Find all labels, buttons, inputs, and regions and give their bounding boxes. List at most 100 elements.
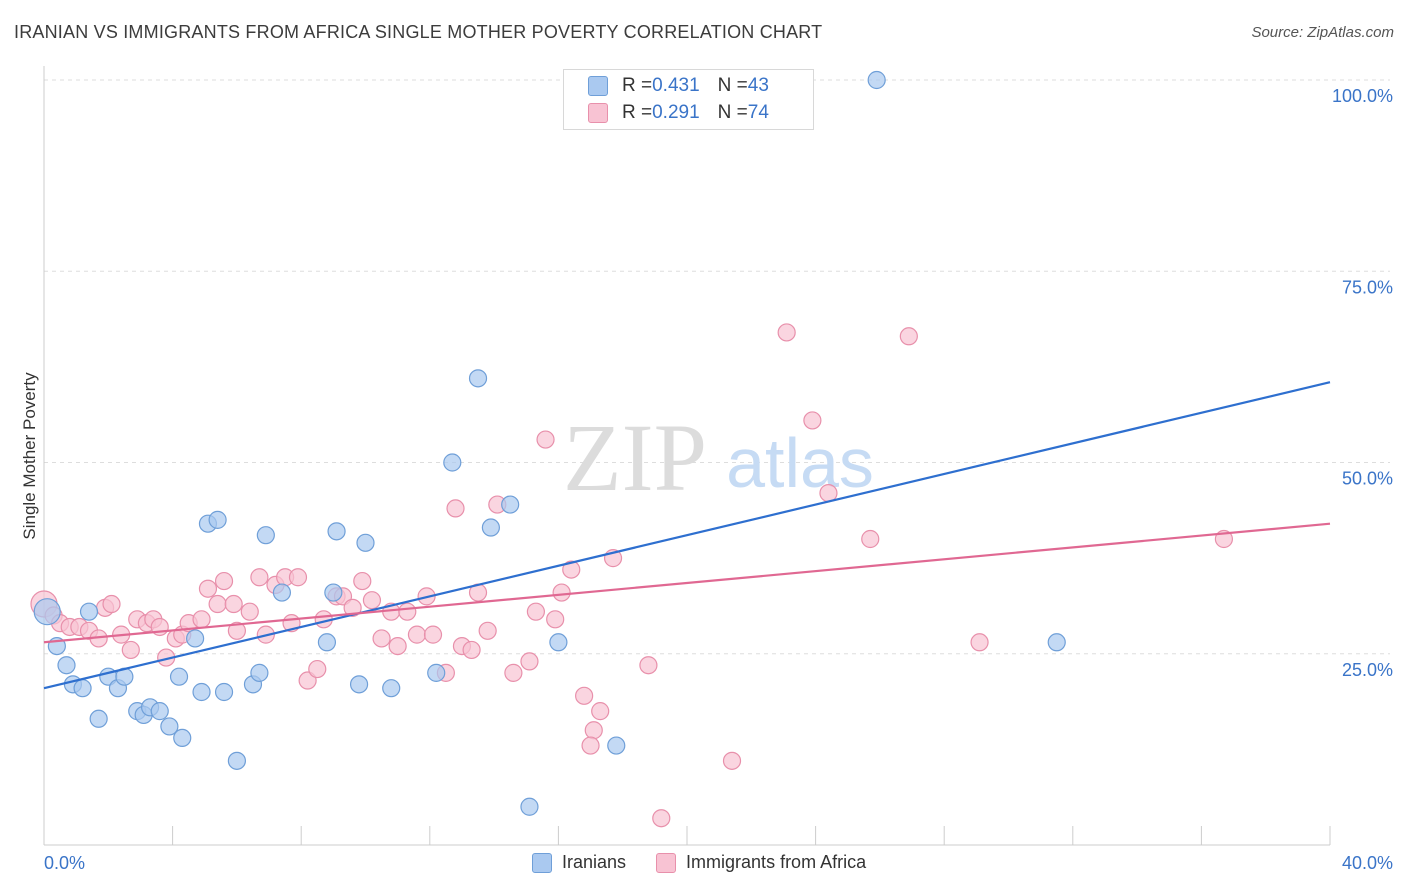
data-point bbox=[591, 702, 610, 721]
watermark: ZIP atlas bbox=[563, 404, 874, 511]
data-point bbox=[481, 518, 500, 537]
gridlines bbox=[44, 79, 1390, 655]
data-point bbox=[777, 323, 796, 342]
stats-row-iranians: R = 0.431 N = 43 bbox=[588, 75, 769, 97]
data-point bbox=[192, 610, 211, 629]
data-point bbox=[639, 656, 658, 675]
data-point bbox=[504, 663, 523, 682]
data-point bbox=[169, 667, 189, 686]
data-point bbox=[353, 571, 372, 591]
data-point bbox=[121, 640, 140, 660]
data-point bbox=[867, 70, 886, 90]
series-immigrants-from-africa bbox=[30, 323, 1234, 828]
data-point bbox=[356, 533, 375, 552]
data-point bbox=[446, 499, 465, 518]
data-point bbox=[546, 610, 565, 629]
data-point bbox=[584, 721, 603, 740]
r-label: R = bbox=[622, 75, 653, 96]
data-point bbox=[150, 702, 169, 721]
data-point bbox=[549, 633, 568, 652]
axes bbox=[43, 66, 1331, 846]
data-point bbox=[214, 571, 234, 591]
trend-line-iranians bbox=[43, 381, 1331, 690]
x-tick-label: 0.0% bbox=[44, 853, 85, 873]
y-tick-label: 100.0% bbox=[1332, 86, 1393, 106]
data-point bbox=[317, 633, 337, 652]
r-label: R = bbox=[622, 102, 653, 123]
data-point bbox=[324, 583, 343, 602]
data-point bbox=[250, 568, 269, 587]
data-point bbox=[388, 636, 407, 656]
data-point bbox=[462, 640, 481, 660]
legend-item-iranians[interactable]: Iranians bbox=[532, 852, 626, 873]
data-point bbox=[1047, 633, 1066, 652]
r-value: 0.291 bbox=[652, 102, 700, 123]
data-point bbox=[227, 751, 246, 770]
data-point bbox=[526, 602, 545, 621]
data-point bbox=[160, 717, 179, 736]
data-point bbox=[468, 369, 488, 388]
data-point bbox=[581, 736, 600, 755]
y-tick-label: 50.0% bbox=[1342, 469, 1393, 489]
source-label: Source: ZipAtlas.com bbox=[1251, 24, 1394, 41]
watermark-atlas: atlas bbox=[726, 424, 874, 502]
legend-swatch-blue bbox=[588, 76, 608, 96]
data-point bbox=[536, 430, 555, 449]
data-point bbox=[552, 583, 571, 602]
data-point bbox=[256, 526, 275, 545]
legend-label-iranians: Iranians bbox=[562, 852, 627, 872]
data-point bbox=[250, 663, 269, 682]
n-value: 74 bbox=[747, 102, 769, 123]
data-point bbox=[899, 327, 918, 346]
data-point bbox=[89, 709, 108, 728]
data-point bbox=[79, 602, 99, 621]
stats-legend: R = 0.431 N = 43 R = 0.291 N = 74 bbox=[563, 69, 814, 130]
data-point bbox=[240, 602, 259, 621]
y-axis-label: Single Mother Poverty bbox=[20, 372, 39, 540]
data-point bbox=[607, 736, 626, 755]
data-point bbox=[575, 686, 594, 705]
data-point bbox=[478, 621, 497, 640]
tick-labels: 25.0% 50.0% 75.0% 100.0% 0.0% 40.0% bbox=[44, 86, 1393, 873]
data-point bbox=[520, 797, 539, 816]
data-point bbox=[427, 663, 446, 682]
data-point bbox=[722, 751, 742, 770]
data-point bbox=[562, 560, 581, 579]
data-point bbox=[423, 625, 443, 644]
data-point bbox=[192, 682, 211, 702]
n-value: 43 bbox=[747, 75, 769, 96]
legend-swatch-pink bbox=[588, 103, 608, 123]
data-point bbox=[186, 629, 205, 648]
series-legend: Iranians Immigrants from Africa bbox=[532, 852, 896, 873]
data-point bbox=[308, 659, 327, 679]
trend-line-immigrants-from-africa bbox=[43, 522, 1331, 644]
data-point bbox=[214, 682, 234, 702]
n-label: N = bbox=[717, 75, 748, 96]
legend-item-immigrants-from-africa[interactable]: Immigrants from Africa bbox=[656, 852, 866, 873]
data-point bbox=[208, 594, 227, 614]
data-point bbox=[33, 598, 61, 626]
data-point bbox=[343, 598, 362, 617]
x-tick-label: 40.0% bbox=[1342, 853, 1393, 873]
chart-title: IRANIAN VS IMMIGRANTS FROM AFRICA SINGLE… bbox=[14, 22, 823, 42]
trend-lines bbox=[43, 381, 1331, 690]
data-point bbox=[861, 529, 880, 549]
data-point bbox=[443, 453, 462, 472]
data-point bbox=[227, 621, 246, 640]
data-point bbox=[362, 591, 382, 610]
y-tick-label: 75.0% bbox=[1342, 277, 1393, 297]
data-point bbox=[349, 675, 369, 694]
data-point bbox=[803, 411, 822, 430]
n-label: N = bbox=[717, 102, 748, 123]
legend-swatch-blue bbox=[532, 852, 552, 873]
data-point bbox=[407, 625, 427, 644]
data-point bbox=[520, 652, 539, 671]
data-point bbox=[57, 656, 76, 675]
data-point bbox=[208, 510, 227, 529]
data-point bbox=[198, 579, 218, 598]
data-point bbox=[173, 728, 192, 748]
data-point bbox=[501, 495, 520, 514]
data-point bbox=[288, 568, 308, 587]
data-point bbox=[73, 679, 92, 698]
